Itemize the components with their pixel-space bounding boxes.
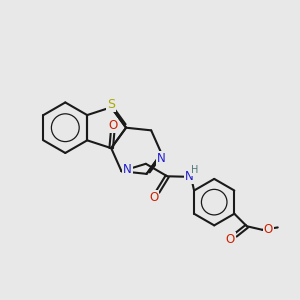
Text: O: O	[226, 233, 235, 246]
Text: O: O	[108, 119, 117, 132]
Text: N: N	[157, 152, 166, 165]
Text: S: S	[107, 98, 115, 111]
Text: O: O	[264, 223, 273, 236]
Text: N: N	[123, 163, 132, 176]
Text: H: H	[191, 165, 198, 175]
Text: O: O	[149, 190, 158, 204]
Text: N: N	[185, 170, 194, 183]
